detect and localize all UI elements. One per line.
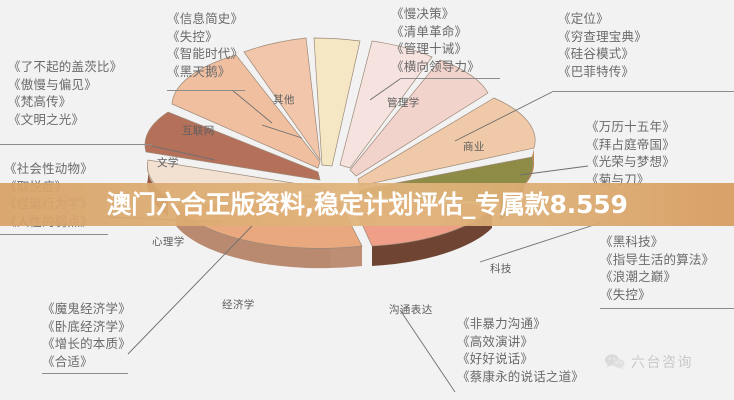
- book-title: 《傲慢与偏见》: [8, 76, 97, 92]
- book-list-guanlixue: 《慢决策》 《清单革命》 《管理十诫》 《横向领导力》: [391, 5, 480, 75]
- wechat-icon: [605, 354, 625, 370]
- leader-underline-shangye: [552, 91, 734, 92]
- overlay-banner-background: [0, 183, 734, 226]
- book-title: 《魔鬼经济学》: [42, 301, 131, 316]
- book-list-jingjixue: 《魔鬼经济学》 《卧底经济学》 《增长的本质》 《合适》: [42, 300, 131, 370]
- book-title: 《非暴力沟通》: [457, 316, 546, 331]
- book-title: 《梵高传》: [8, 94, 72, 109]
- book-title: 《蔡康永的说话之道》: [457, 368, 585, 384]
- book-title: 《高效演讲》: [457, 333, 534, 349]
- pie-slice-wenxue: [144, 111, 321, 181]
- book-title: 《光荣与梦想》: [586, 154, 675, 169]
- book-list-shangye: 《定位》 《穷查理宝典》 《硅谷模式》 《巴菲特传》: [558, 10, 647, 80]
- pie-slice-qita: [313, 37, 361, 167]
- slice-label-jingjixue: 经济学: [222, 299, 255, 311]
- book-title: 《了不起的盖茨比》: [8, 59, 123, 74]
- book-title: 《智能时代》: [167, 46, 244, 61]
- book-title: 《黑天鹅》: [167, 63, 231, 79]
- book-title: 《定位》: [558, 11, 609, 26]
- book-title: 《黑科技》: [600, 234, 664, 249]
- leader-underline-guanlixue: [400, 78, 500, 79]
- pie-slice-guanlixue: [339, 40, 433, 169]
- leader-underline-jingjixue: [42, 373, 128, 374]
- watermark: 六台咨询: [604, 352, 693, 372]
- book-title: 《合适》: [42, 353, 93, 369]
- book-list-wenxue: 《了不起的盖茨比》 《傲慢与偏见》 《梵高传》 《文明之光》: [8, 58, 122, 128]
- book-list-hulianwang: 《信息简史》 《失控》 《智能时代》 《黑天鹅》: [167, 10, 243, 80]
- book-title: 《硅谷模式》: [558, 46, 635, 61]
- book-title: 《好好说话》: [457, 351, 534, 366]
- book-title: 《横向领导力》: [391, 58, 480, 74]
- book-title: 《拜占庭帝国》: [586, 136, 675, 152]
- slice-label-wenxue: 文学: [157, 157, 179, 169]
- leader-underline-xinlixue: [0, 234, 108, 235]
- slice-label-qita: 其他: [273, 94, 295, 106]
- book-title: 《慢决策》: [391, 6, 455, 21]
- book-title: 《卧底经济学》: [42, 318, 131, 334]
- book-title: 《社会性动物》: [4, 161, 93, 176]
- book-title: 《清单革命》: [391, 23, 468, 39]
- book-title: 《信息简史》: [167, 11, 244, 26]
- slice-label-shangye: 商业: [463, 141, 485, 153]
- slice-label-keji: 科技: [490, 263, 512, 275]
- leader-underline-hulianwang: [167, 90, 245, 91]
- book-title: 《文明之光》: [8, 111, 85, 127]
- watermark-text: 六台咨询: [631, 355, 693, 371]
- slice-label-guanlixue: 管理学: [387, 97, 420, 109]
- book-list-keji: 《黑科技》 《指导生活的算法》 《浪潮之巅》 《失控》: [600, 233, 714, 303]
- book-list-goutongbiaoda: 《非暴力沟通》 《高效演讲》 《好好说话》 《蔡康永的说话之道》: [457, 315, 584, 385]
- book-title: 《增长的本质》: [42, 336, 131, 351]
- book-title: 《失控》: [167, 28, 218, 44]
- book-title: 《浪潮之巅》: [600, 269, 677, 284]
- book-title: 《管理十诫》: [391, 41, 468, 56]
- overlay-banner-text: 澳门六合正版资料,稳定计划评估_专属款8.559: [106, 190, 628, 219]
- book-title: 《穷查理宝典》: [558, 28, 647, 44]
- slice-label-xinlixue: 心理学: [152, 236, 185, 248]
- book-title: 《指导生活的算法》: [600, 251, 715, 267]
- book-title: 《巴菲特传》: [558, 63, 635, 79]
- slice-label-hulianwang: 互联网: [182, 125, 215, 137]
- leader-underline-keji: [600, 308, 734, 309]
- book-list-lishi: 《万历十五年》 《拜占庭帝国》 《光荣与梦想》 《菊与刀》: [586, 118, 675, 188]
- slice-label-goutongbiaoda: 沟通表达: [389, 304, 433, 316]
- book-title: 《失控》: [600, 286, 651, 302]
- book-title: 《菊与刀》: [586, 171, 650, 187]
- leader-underline-wenxue: [0, 144, 152, 145]
- book-title: 《万历十五年》: [586, 119, 675, 134]
